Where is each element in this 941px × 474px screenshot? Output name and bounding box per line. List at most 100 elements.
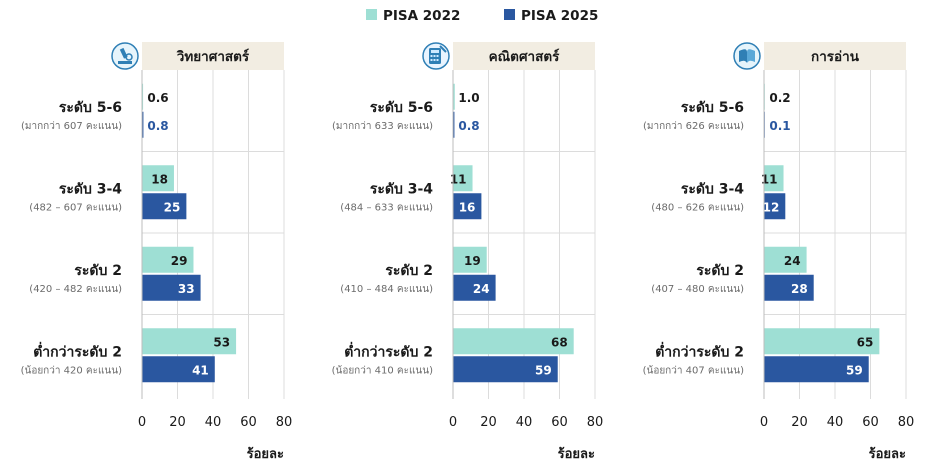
legend-item-2022: PISA 2022: [366, 8, 460, 24]
x-tick-label: 40: [827, 415, 844, 430]
bar-pisa-2022: [142, 83, 144, 110]
level-range: (482 – 607 คะแนน): [29, 202, 122, 213]
value-label-2025: 25: [164, 200, 181, 214]
x-tick-label: 40: [516, 415, 533, 430]
bar-pisa-2022: [453, 165, 473, 192]
bar-pisa-2022: [764, 328, 880, 355]
value-label-2025: 33: [178, 282, 195, 296]
level-label: ระดับ 5-6: [59, 100, 122, 116]
level-range: (มากกว่า 633 คะแนน): [332, 121, 433, 132]
value-label-2022: 11: [450, 172, 467, 186]
bar-pisa-2025: [142, 111, 144, 138]
level-range: (มากกว่า 607 คะแนน): [21, 121, 122, 132]
level-range: (มากกว่า 626 คะแนน): [643, 121, 744, 132]
level-row: ระดับ 5-6 (มากกว่า 607 คะแนน) 0.6 0.8: [21, 83, 169, 138]
level-range: (484 – 633 คะแนน): [340, 202, 433, 213]
value-label-2022: 11: [761, 172, 778, 186]
level-row: ระดับ 2 (410 – 484 คะแนน) 19 24: [340, 246, 496, 301]
panel-title: คณิตศาสตร์: [489, 48, 560, 65]
level-label: ระดับ 3-4: [59, 181, 122, 197]
bar-pisa-2025: [453, 193, 482, 220]
calculator-icon: [422, 42, 450, 70]
x-tick-label: 60: [551, 415, 568, 430]
level-label: ระดับ 5-6: [681, 100, 744, 116]
level-label: ระดับ 2: [385, 263, 433, 279]
x-tick-label: 20: [169, 415, 186, 430]
panel-title-band: [764, 42, 906, 70]
legend-item-2025: PISA 2025: [504, 8, 598, 24]
bar-pisa-2022: [142, 328, 237, 355]
x-axis: 0 20 40 60 80: [760, 415, 914, 430]
panel-title: การอ่าน: [811, 49, 860, 65]
bar-pisa-2025: [764, 356, 869, 383]
level-label: ต่ำกว่าระดับ 2: [655, 341, 744, 360]
bar-pisa-2025: [764, 274, 814, 301]
value-label-2022: 1.0: [458, 91, 479, 105]
legend-label: PISA 2022: [383, 8, 460, 24]
level-range: (480 – 626 คะแนน): [651, 202, 744, 213]
panel-title: วิทยาศาสตร์: [176, 48, 250, 65]
level-row: ต่ำกว่าระดับ 2 (น้อยกว่า 420 คะแนน) 53 41: [21, 328, 237, 383]
level-label: ระดับ 3-4: [370, 181, 433, 197]
x-tick-label: 40: [205, 415, 222, 430]
bar-pisa-2022: [453, 83, 455, 110]
level-label: ระดับ 3-4: [681, 181, 744, 197]
legend-swatch: [366, 9, 377, 20]
bar-pisa-2022: [453, 246, 487, 273]
value-label-2022: 24: [784, 254, 801, 268]
value-label-2025: 59: [535, 363, 552, 377]
level-label: ระดับ 2: [696, 263, 744, 279]
x-tick-label: 0: [449, 415, 457, 430]
level-row: ระดับ 2 (407 – 480 คะแนน) 24 28: [651, 246, 814, 301]
value-label-2022: 53: [213, 335, 230, 349]
panel-1: คณิตศาสตร์ระดับ 5-6 (มากกว่า 633 คะแนน) 1.…: [332, 42, 604, 462]
x-tick-label: 60: [240, 415, 257, 430]
level-row: ระดับ 2 (420 – 482 คะแนน) 29 33: [29, 246, 201, 301]
value-label-2022: 19: [464, 254, 481, 268]
x-tick-label: 80: [276, 415, 293, 430]
panel-title-band: [453, 42, 595, 70]
level-range: (410 – 484 คะแนน): [340, 284, 433, 295]
level-range: (420 – 482 คะแนน): [29, 284, 122, 295]
bar-pisa-2025: [453, 111, 455, 138]
x-tick-label: 20: [791, 415, 808, 430]
value-label-2025: 0.8: [458, 119, 479, 133]
bar-pisa-2025: [764, 193, 786, 220]
legend-swatch: [504, 9, 515, 20]
value-label-2022: 0.6: [147, 91, 168, 105]
bar-pisa-2025: [453, 356, 558, 383]
x-tick-label: 0: [760, 415, 768, 430]
level-row: ระดับ 5-6 (มากกว่า 633 คะแนน) 1.0 0.8: [332, 83, 480, 138]
level-label: ระดับ 5-6: [370, 100, 433, 116]
level-row: ระดับ 3-4 (482 – 607 คะแนน) 18 25: [29, 165, 187, 220]
bar-pisa-2022: [764, 165, 784, 192]
level-range: (น้อยกว่า 407 คะแนน): [643, 364, 745, 376]
x-axis-label: ร้อยละ: [558, 446, 595, 462]
value-label-2025: 24: [473, 282, 490, 296]
value-label-2025: 12: [763, 200, 780, 214]
x-tick-label: 80: [587, 415, 604, 430]
value-label-2022: 29: [171, 254, 188, 268]
x-tick-label: 60: [862, 415, 879, 430]
x-axis-label: ร้อยละ: [869, 446, 906, 462]
level-label: ต่ำกว่าระดับ 2: [33, 341, 122, 360]
level-range: (407 – 480 คะแนน): [651, 284, 744, 295]
bar-pisa-2025: [142, 193, 187, 220]
value-label-2025: 0.1: [769, 119, 790, 133]
panel-title-band: [142, 42, 284, 70]
level-row: ระดับ 3-4 (480 – 626 คะแนน) 11 12: [651, 165, 786, 220]
legend-label: PISA 2025: [521, 8, 598, 24]
level-range: (น้อยกว่า 420 คะแนน): [21, 364, 123, 376]
level-row: ต่ำกว่าระดับ 2 (น้อยกว่า 407 คะแนน) 65 59: [643, 328, 880, 383]
value-label-2025: 28: [791, 282, 808, 296]
bar-pisa-2025: [142, 274, 201, 301]
value-label-2025: 0.8: [147, 119, 168, 133]
x-axis: 0 20 40 60 80: [138, 415, 292, 430]
value-label-2022: 65: [857, 335, 874, 349]
level-row: ระดับ 3-4 (484 – 633 คะแนน) 11 16: [340, 165, 482, 220]
value-label-2025: 41: [192, 363, 209, 377]
value-label-2025: 16: [459, 200, 476, 214]
level-label: ระดับ 2: [74, 263, 122, 279]
bar-pisa-2022: [453, 328, 574, 355]
